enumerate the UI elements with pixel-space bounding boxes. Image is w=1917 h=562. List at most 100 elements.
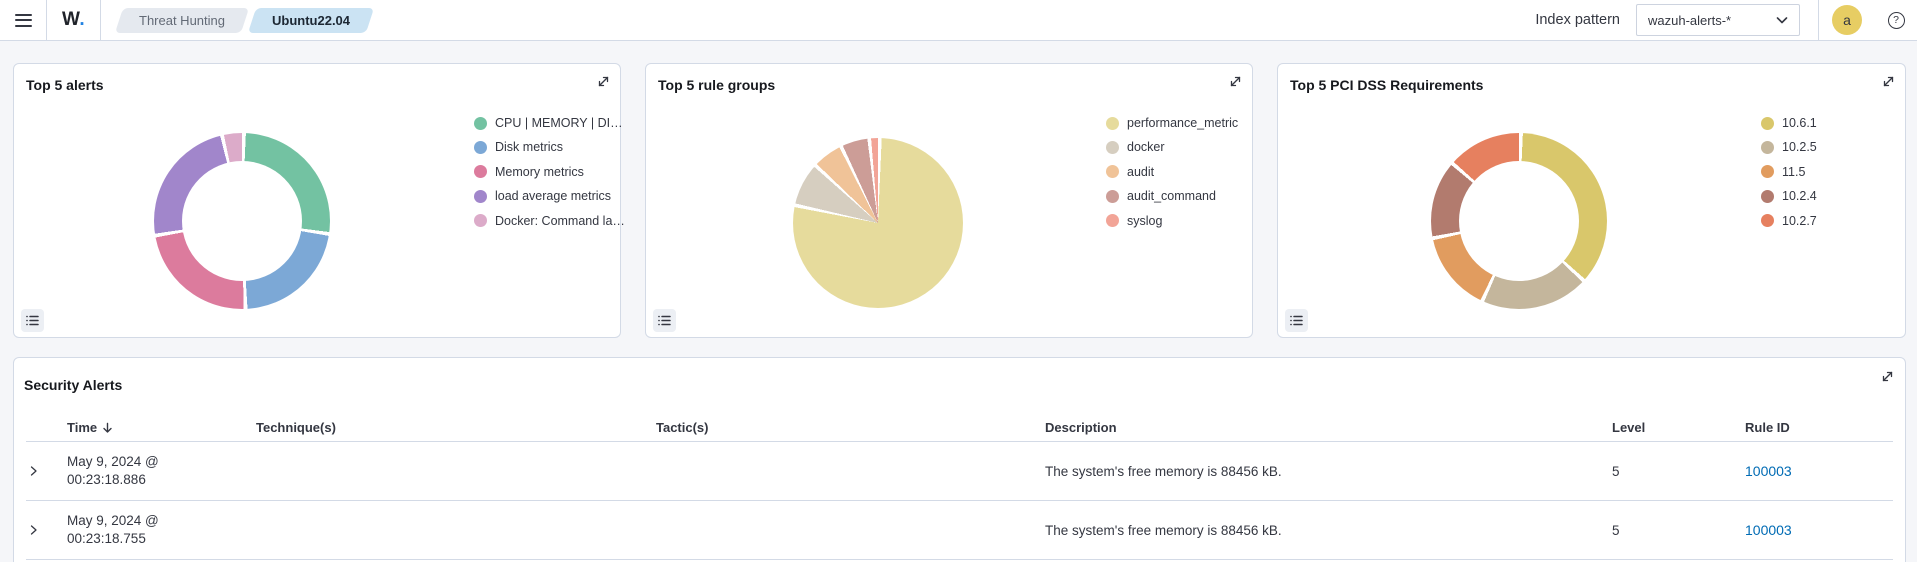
donut-chart-top-5-alerts[interactable] [154,133,330,309]
expand-panel-icon[interactable] [1226,72,1244,90]
column-header-tactics[interactable]: Tactic(s) [656,420,1045,435]
column-header-rule-id[interactable]: Rule ID [1745,420,1893,435]
header-divider [46,0,47,40]
legend-dot-icon [1761,214,1774,228]
wazuh-logo[interactable]: W. [47,9,100,31]
table-header-row: Time Technique(s) Tactic(s) Description … [26,414,1893,442]
rule-id-link[interactable]: 100003 [1745,463,1792,479]
donut-chart-top-5-pci-dss[interactable] [1431,133,1607,309]
donut-hole [182,161,302,281]
breadcrumb: Threat Hunting Ubuntu22.04 [115,7,375,33]
breadcrumb-threat-hunting[interactable]: Threat Hunting [115,7,250,33]
column-label: Description [1045,420,1117,435]
legend-label: docker [1127,140,1165,155]
legend-label: syslog [1127,213,1163,228]
logo-letter: W [62,9,80,30]
legend-label: audit_command [1127,189,1216,204]
pie-chart-top-5-rule-groups[interactable] [793,138,963,308]
legend-dot-icon [1761,116,1774,130]
panel-top-5-pci-dss-requirements: Top 5 PCI DSS Requirements 10.6.1 10.2.5 1… [1277,63,1906,338]
sort-arrow-down-icon [103,422,112,433]
legend-label: audit [1127,164,1155,179]
cell-time: May 9, 2024 @00:23:18.755 [67,513,159,546]
column-label: Tactic(s) [656,420,709,435]
cell-level: 5 [1612,522,1620,538]
column-label: Level [1612,420,1646,435]
help-button[interactable]: ? [1875,0,1917,40]
legend-dot-icon [474,189,487,203]
security-alerts-table: Time Technique(s) Tactic(s) Description … [26,414,1893,560]
legend-label: Docker: Command la… [495,213,625,228]
legend-label: Disk metrics [495,140,564,155]
rule-id-link[interactable]: 100003 [1745,522,1792,538]
legend-item[interactable]: syslog [1106,214,1238,228]
panel-title: Top 5 rule groups [658,77,776,93]
column-label: Technique(s) [256,420,336,435]
legend-item[interactable]: 11.5 [1761,165,1817,179]
legend-item[interactable]: Disk metrics [474,140,625,154]
column-label: Time [67,420,98,435]
expand-panel-icon[interactable] [1879,72,1897,90]
expand-panel-icon[interactable] [594,72,612,90]
security-alerts-title: Security Alerts [24,377,123,393]
cell-level: 5 [1612,463,1620,479]
legend-toggle-list-icon[interactable] [653,309,676,332]
legend-dot-icon [1761,140,1774,154]
table-row: May 9, 2024 @00:23:18.886 The system's f… [26,442,1893,501]
legend: CPU | MEMORY | DI… Disk metrics Memory met… [474,116,625,228]
expand-panel-icon[interactable] [1878,367,1896,385]
legend-toggle-list-icon[interactable] [1285,309,1308,332]
header-divider [100,0,102,40]
legend-label: CPU | MEMORY | DI… [495,116,623,130]
legend-item[interactable]: docker [1106,140,1238,154]
menu-hamburger-icon[interactable] [0,0,46,40]
row-expand-chevron-icon[interactable] [26,524,67,536]
panel-title: Top 5 alerts [26,77,104,93]
column-header-description[interactable]: Description [1045,420,1612,435]
legend-item[interactable]: audit [1106,165,1238,179]
table-row: May 9, 2024 @00:23:18.755 The system's f… [26,501,1893,560]
column-header-time[interactable]: Time [67,420,256,435]
legend-item[interactable]: performance_metric [1106,116,1238,130]
column-header-level[interactable]: Level [1612,420,1745,435]
top-navigation-bar: W. Threat Hunting Ubuntu22.04 Index patt… [0,0,1917,41]
legend-toggle-list-icon[interactable] [21,309,44,332]
legend-item[interactable]: load average metrics [474,189,625,203]
breadcrumb-ubuntu22-04[interactable]: Ubuntu22.04 [248,7,375,33]
legend-item[interactable]: 10.2.5 [1761,140,1817,154]
legend-item[interactable]: 10.2.4 [1761,189,1817,203]
legend-dot-icon [474,214,487,228]
index-pattern-select[interactable]: wazuh-alerts-* [1636,4,1800,36]
breadcrumb-label: Threat Hunting [139,12,226,28]
legend-item[interactable]: Memory metrics [474,165,625,179]
legend: 10.6.1 10.2.5 11.5 10.2.4 10.2.7 [1761,116,1817,228]
legend-item[interactable]: Docker: Command la… [474,214,625,228]
legend-item[interactable]: 10.2.7 [1761,214,1817,228]
legend-dot-icon [474,165,487,179]
legend-label: 10.6.1 [1782,116,1817,130]
chevron-down-icon [1776,16,1788,23]
row-expand-chevron-icon[interactable] [26,465,67,477]
legend-dot-icon [1106,214,1119,228]
column-header-techniques[interactable]: Technique(s) [256,420,656,435]
cell-time: May 9, 2024 @00:23:18.886 [67,454,159,487]
legend-item[interactable]: 10.6.1 [1761,116,1817,130]
legend-label: performance_metric [1127,116,1239,130]
topbar-right-section: Index pattern wazuh-alerts-* a ? [1535,0,1917,40]
question-in-circle-icon: ? [1887,11,1905,29]
panel-security-alerts: Security Alerts Time Technique(s) Tactic… [13,357,1906,562]
logo-dot: . [79,9,86,30]
legend-dot-icon [474,116,487,130]
cell-description: The system's free memory is 88456 kB. [1045,463,1282,479]
legend-dot-icon [1106,116,1119,130]
legend-item[interactable]: CPU | MEMORY | DI… [474,116,625,130]
legend-label: load average metrics [495,189,612,204]
breadcrumb-label: Ubuntu22.04 [272,12,351,28]
index-pattern-label: Index pattern [1535,12,1620,28]
user-avatar[interactable]: a [1832,5,1862,35]
legend-label: 11.5 [1782,164,1806,179]
column-label: Rule ID [1745,420,1790,435]
legend-item[interactable]: audit_command [1106,189,1238,203]
